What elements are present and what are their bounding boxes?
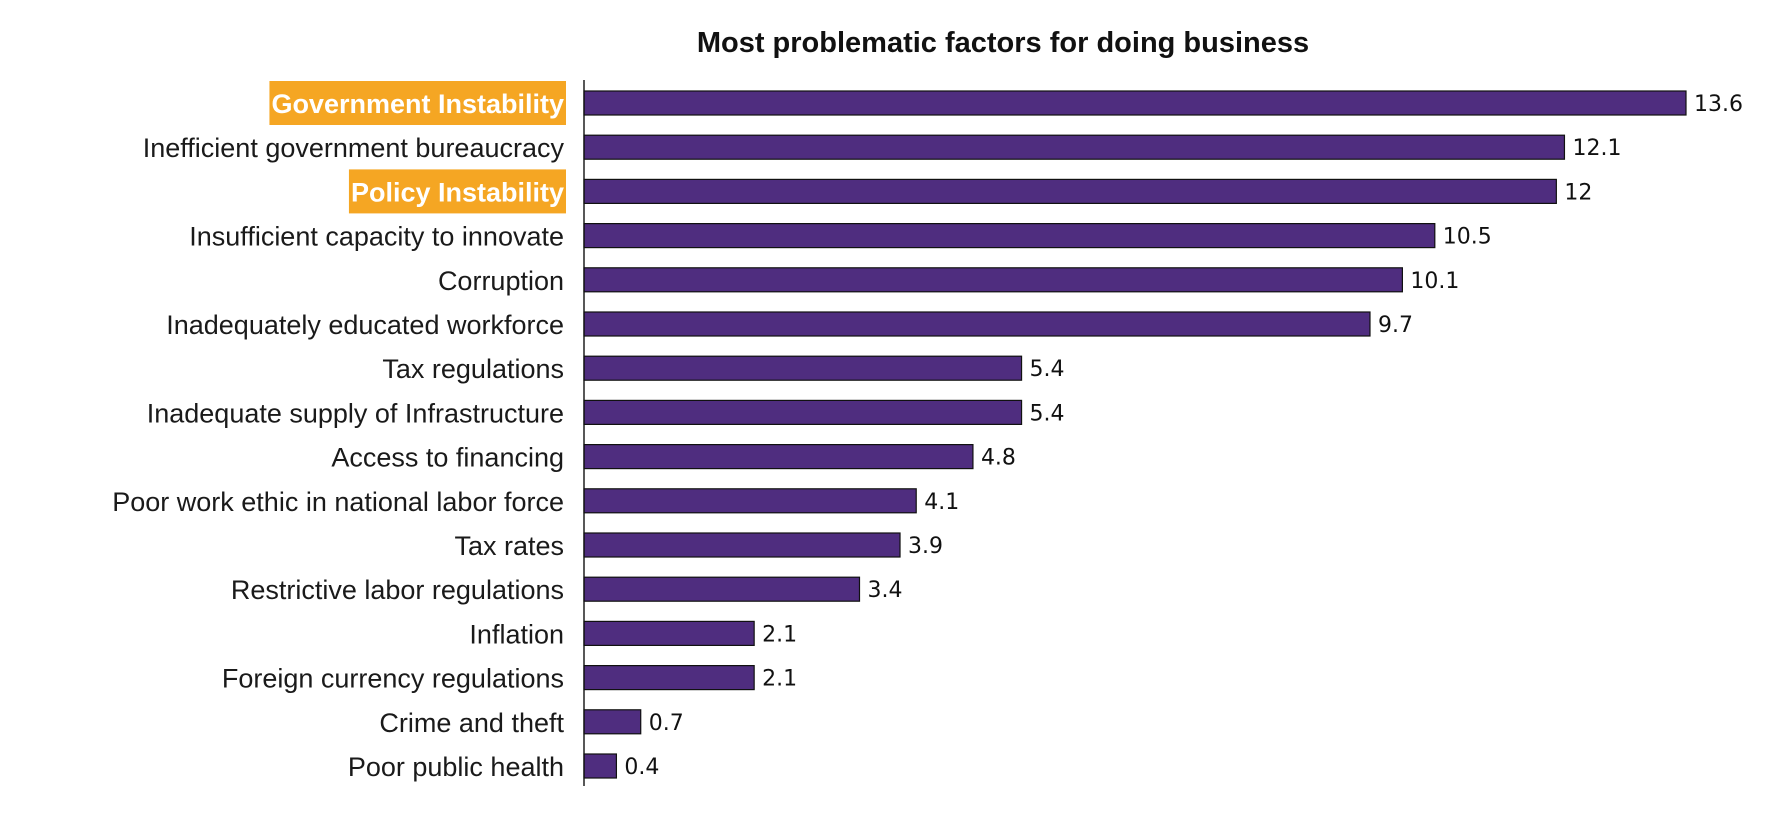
category-label-inefficient-government-bureaucracy: Inefficient government bureaucracy bbox=[143, 133, 565, 163]
category-label-corruption: Corruption bbox=[438, 266, 564, 296]
bar-foreign-currency-regulations bbox=[583, 664, 755, 691]
highlight-layer bbox=[269, 81, 566, 214]
value-label-foreign-currency-regulations: 2.1 bbox=[762, 667, 797, 692]
category-label-inflation: Inflation bbox=[469, 619, 564, 649]
category-label-foreign-currency-regulations: Foreign currency regulations bbox=[222, 664, 564, 694]
category-label-access-to-financing: Access to financing bbox=[331, 443, 564, 473]
category-label-inadequate-supply-of-infrastructure: Inadequate supply of Infrastructure bbox=[147, 398, 564, 428]
category-label-tax-rates: Tax rates bbox=[454, 531, 564, 561]
value-label-restrictive-labor-regulations: 3.4 bbox=[868, 578, 903, 603]
bar-insufficient-capacity-to-innovate bbox=[583, 223, 1436, 249]
value-label-inadequate-supply-of-infrastructure: 5.4 bbox=[1030, 401, 1065, 426]
value-label-tax-regulations: 5.4 bbox=[1030, 357, 1065, 382]
category-label-policy-instability: Policy Instability bbox=[351, 177, 564, 207]
bar-poor-public-health bbox=[583, 753, 618, 779]
value-label-access-to-financing: 4.8 bbox=[981, 446, 1016, 471]
bar-inadequate-supply-of-infrastructure bbox=[583, 399, 1023, 425]
bar-policy-instability bbox=[583, 178, 1557, 204]
value-label-government-instability: 13.6 bbox=[1694, 92, 1743, 117]
value-label-tax-rates: 3.9 bbox=[908, 534, 943, 559]
value-labels: 13.6 12.1 12 10.5 10.1 9.7 5.4 5.4 4.8 4.1 3.93.4 2… bbox=[624, 92, 1743, 780]
category-label-insufficient-capacity-to-innovate: Insufficient capacity to innovate bbox=[189, 222, 564, 252]
bar-access-to-financing bbox=[583, 444, 974, 470]
bar-poor-work-ethic-in-national-labor-force bbox=[583, 488, 917, 514]
highlight-box-policy-instability bbox=[348, 169, 566, 214]
chart-title: Most problematic factors for doing busin… bbox=[697, 27, 1309, 59]
value-label-inefficient-government-bureaucracy: 12.1 bbox=[1572, 136, 1621, 161]
category-label-tax-regulations: Tax regulations bbox=[382, 354, 564, 384]
bar-restrictive-labor-regulations bbox=[583, 576, 861, 602]
category-label-restrictive-labor-regulations: Restrictive labor regulations bbox=[231, 575, 564, 605]
value-label-corruption: 10.1 bbox=[1410, 269, 1459, 294]
value-label-inadequately-educated-workforce: 9.7 bbox=[1378, 313, 1413, 338]
bar-crime-and-theft bbox=[583, 709, 642, 735]
bar-government-instability bbox=[583, 90, 1687, 116]
category-label-poor-public-health: Poor public health bbox=[348, 752, 564, 782]
bar-tax-rates bbox=[583, 532, 901, 558]
bar-inefficient-government-bureaucracy bbox=[583, 134, 1566, 160]
bar-corruption bbox=[583, 267, 1403, 293]
value-label-policy-instability: 12 bbox=[1564, 180, 1592, 205]
bar-inadequately-educated-workforce bbox=[583, 311, 1371, 337]
category-label-inadequately-educated-workforce: Inadequately educated workforce bbox=[166, 310, 564, 340]
value-label-crime-and-theft: 0.7 bbox=[649, 711, 684, 736]
value-label-poor-public-health: 0.4 bbox=[624, 755, 659, 780]
bar-inflation bbox=[583, 620, 755, 647]
bar-tax-regulations bbox=[583, 355, 1023, 381]
category-label-government-instability: Government Instability bbox=[271, 89, 564, 119]
value-label-insufficient-capacity-to-innovate: 10.5 bbox=[1443, 225, 1492, 250]
value-label-inflation: 2.1 bbox=[762, 622, 797, 647]
category-labels: Government Instability Inefficient govern… bbox=[112, 89, 564, 782]
highlight-box-government-instability bbox=[269, 81, 566, 125]
category-label-poor-work-ethic-in-national-labor-force: Poor work ethic in national labor force bbox=[112, 487, 564, 517]
bars bbox=[583, 90, 1687, 779]
value-label-poor-work-ethic-in-national-labor-force: 4.1 bbox=[924, 490, 959, 515]
category-label-crime-and-theft: Crime and theft bbox=[379, 708, 564, 738]
